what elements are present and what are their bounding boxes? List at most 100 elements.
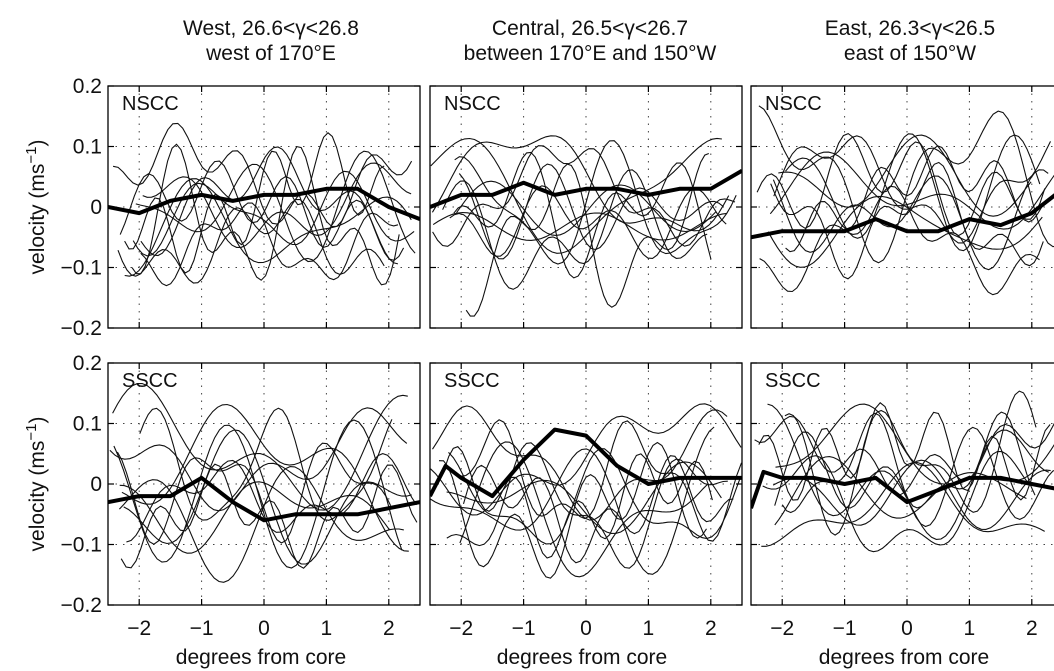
individual-trace bbox=[140, 202, 399, 287]
individual-trace bbox=[430, 403, 742, 516]
panel-tag-label: SSCC bbox=[444, 370, 500, 392]
panel-tag-label: NSCC bbox=[122, 93, 179, 115]
column-title-west-line1: West, 26.6<γ<26.8 bbox=[183, 17, 359, 40]
individual-trace bbox=[116, 442, 392, 545]
panel-central-nscc: NSCC bbox=[429, 85, 743, 329]
individual-trace bbox=[443, 446, 713, 559]
individual-trace bbox=[112, 382, 408, 511]
column-title-central-line2: between 170°E and 150°W bbox=[463, 42, 717, 65]
column-title-east-line1: East, 26.3<γ<26.5 bbox=[824, 17, 996, 40]
mean-line bbox=[751, 469, 1054, 509]
mean-line bbox=[108, 186, 420, 221]
individual-trace bbox=[121, 403, 409, 552]
individual-trace bbox=[124, 178, 412, 277]
y-tick-label: −0.1 bbox=[61, 257, 102, 280]
x-axis-label-central: degrees from core bbox=[497, 646, 667, 669]
individual-trace bbox=[135, 150, 416, 263]
mean-line bbox=[751, 193, 1054, 240]
individual-trace bbox=[778, 134, 1032, 217]
column-title-east-line2: east of 150°W bbox=[843, 42, 977, 65]
panel-tag-label: SSCC bbox=[122, 370, 178, 392]
panel-tag-label: NSCC bbox=[765, 93, 822, 115]
individual-trace bbox=[432, 145, 736, 247]
y-tick-label: −0.2 bbox=[61, 594, 102, 617]
individual-trace bbox=[770, 161, 1044, 280]
individual-traces bbox=[754, 390, 1054, 553]
individual-trace bbox=[458, 163, 724, 260]
individual-trace bbox=[756, 132, 1046, 237]
individual-traces bbox=[109, 382, 418, 583]
individual-trace bbox=[759, 185, 1040, 296]
y-tick-label: 0.2 bbox=[73, 352, 102, 375]
individual-trace bbox=[432, 211, 727, 241]
panel-east-sscc: SSCC −2 −1 0 1 2 bbox=[750, 362, 1054, 640]
individual-trace bbox=[140, 146, 399, 265]
column-title-west-line2: west of 170°E bbox=[206, 42, 336, 65]
individual-traces bbox=[430, 403, 742, 579]
x-tick-label: −2 bbox=[127, 617, 151, 640]
individual-trace bbox=[131, 143, 400, 286]
panel-east-nscc: NSCC bbox=[750, 85, 1054, 329]
column-title-west: West, 26.6<γ<26.8 west of 170°E bbox=[101, 16, 441, 66]
individual-trace bbox=[758, 402, 1051, 501]
x-tick-label: 2 bbox=[705, 617, 717, 640]
y-axis-label-top: velocity (ms−1) bbox=[23, 140, 49, 275]
individual-traces bbox=[430, 135, 737, 317]
mean-line bbox=[430, 168, 742, 209]
y-tick-label: 0 bbox=[90, 473, 102, 496]
individual-trace bbox=[774, 426, 1054, 528]
x-tick-label: 2 bbox=[383, 617, 395, 640]
individual-trace bbox=[767, 195, 1043, 268]
x-tick-label: −1 bbox=[512, 617, 536, 640]
panel-central-sscc: SSCC −2 −1 0 1 2 bbox=[429, 362, 743, 640]
individual-trace bbox=[456, 419, 742, 542]
y-tick-label: −0.2 bbox=[61, 317, 102, 340]
y-axis-label-bottom: velocity (ms−1) bbox=[23, 417, 49, 552]
individual-trace bbox=[772, 169, 1049, 271]
x-tick-label: −2 bbox=[449, 617, 473, 640]
individual-trace bbox=[454, 140, 737, 265]
panel-tag-label: SSCC bbox=[765, 370, 821, 392]
x-axis-label-east: degrees from core bbox=[819, 646, 989, 669]
individual-trace bbox=[784, 390, 1037, 536]
individual-trace bbox=[446, 442, 728, 569]
mean-line bbox=[108, 475, 420, 523]
individual-trace bbox=[120, 463, 418, 569]
individual-trace bbox=[113, 419, 403, 569]
individual-trace bbox=[754, 415, 1054, 496]
column-title-central-line1: Central, 26.5<γ<26.7 bbox=[491, 17, 689, 40]
individual-trace bbox=[431, 135, 730, 232]
x-tick-label: −1 bbox=[833, 617, 857, 640]
individual-trace bbox=[448, 448, 742, 545]
individual-trace bbox=[109, 407, 408, 512]
x-tick-label: 0 bbox=[901, 617, 913, 640]
x-tick-label: 0 bbox=[258, 617, 270, 640]
x-tick-label: 1 bbox=[964, 617, 976, 640]
x-tick-label: 2 bbox=[1026, 617, 1038, 640]
individual-trace bbox=[142, 162, 412, 248]
individual-trace bbox=[442, 169, 708, 290]
column-title-central: Central, 26.5<γ<26.7 between 170°E and 1… bbox=[420, 16, 760, 66]
individual-trace bbox=[462, 455, 734, 564]
individual-trace bbox=[453, 151, 712, 279]
individual-trace bbox=[118, 466, 404, 583]
individual-traces bbox=[756, 105, 1054, 296]
y-tick-label: 0.2 bbox=[73, 75, 102, 98]
x-tick-label: 1 bbox=[643, 617, 655, 640]
individual-trace bbox=[775, 403, 1054, 485]
y-tick-label: 0.1 bbox=[73, 413, 102, 436]
individual-trace bbox=[785, 145, 1047, 253]
panel-west-sscc: SSCC 0.2 0.1 0 −0.1 −0.2 −2 −1 0 1 2 bbox=[61, 352, 421, 640]
mean-line bbox=[430, 427, 742, 499]
individual-trace bbox=[761, 461, 1045, 547]
individual-trace bbox=[438, 441, 707, 579]
individual-trace bbox=[112, 122, 413, 228]
individual-trace bbox=[124, 132, 385, 274]
y-tick-label: −0.1 bbox=[61, 534, 102, 557]
x-axis-label-west: degrees from core bbox=[176, 646, 346, 669]
panel-tag-label: NSCC bbox=[444, 93, 501, 115]
individual-traces bbox=[112, 122, 416, 287]
panel-west-nscc: NSCC 0.2 0.1 0 −0.1 −0.2 bbox=[61, 75, 421, 340]
